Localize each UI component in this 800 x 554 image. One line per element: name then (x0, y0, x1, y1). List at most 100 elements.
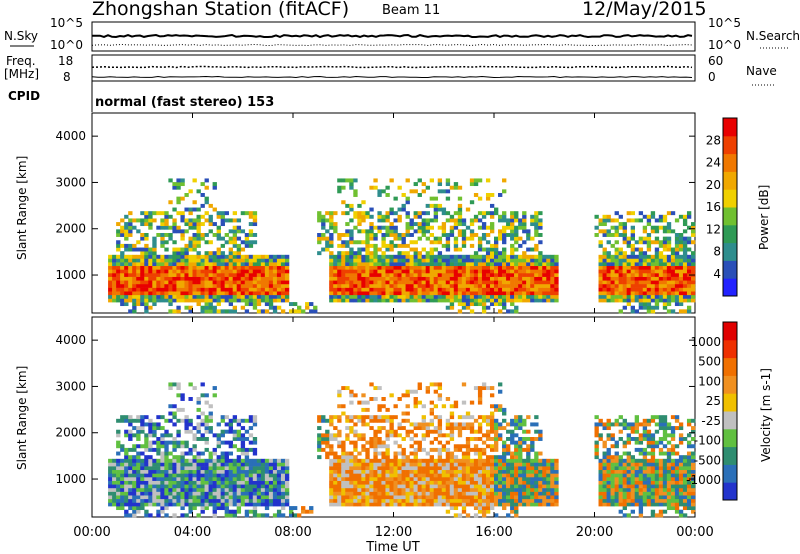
heatmap-cell (116, 502, 121, 507)
heatmap-cell (329, 422, 334, 427)
heatmap-cell (349, 393, 354, 398)
heatmap-cell (220, 294, 225, 299)
heatmap-cell (498, 273, 503, 277)
heatmap-cell (180, 280, 185, 285)
heatmap-cell (682, 262, 688, 267)
heatmap-cell (626, 240, 631, 245)
heatmap-cell (598, 262, 603, 267)
heatmap-cell (502, 480, 507, 485)
heatmap-cell (618, 214, 623, 219)
heatmap-cell (550, 473, 555, 478)
heatmap-cell (445, 218, 451, 223)
heatmap-cell (477, 236, 483, 241)
heatmap-cell (477, 178, 483, 183)
heatmap-cell (188, 291, 193, 296)
heatmap-cell (494, 469, 499, 474)
heatmap-cell (160, 462, 165, 467)
heatmap-cell (413, 240, 418, 245)
heatmap-cell (610, 495, 615, 500)
heatmap-cell (397, 298, 402, 303)
heatmap-cell (401, 262, 406, 267)
heatmap-cell (337, 498, 342, 503)
heatmap-cell (453, 283, 459, 288)
heatmap-cell (534, 487, 539, 492)
heatmap-cell (236, 455, 242, 460)
heatmap-cell (144, 218, 149, 223)
heatmap-cell (498, 487, 503, 492)
heatmap-cell (397, 276, 402, 281)
heatmap-cell (180, 178, 185, 183)
heatmap-cell (429, 254, 434, 259)
heatmap-cell (646, 291, 652, 296)
heatmap-cell (345, 415, 350, 420)
heatmap-cell (144, 222, 149, 227)
heatmap-cell (526, 429, 531, 434)
heatmap-cell (481, 291, 487, 296)
heatmap-cell (526, 477, 531, 481)
heatmap-cell (441, 466, 447, 471)
heatmap-cell (280, 309, 286, 314)
heatmap-cell (425, 451, 430, 456)
heatmap-cell (112, 462, 117, 467)
heatmap-cell (276, 294, 282, 299)
heatmap-cell (349, 451, 354, 456)
heatmap-cell (682, 291, 688, 296)
heatmap-cell (445, 466, 451, 471)
heatmap-cell (397, 426, 402, 431)
heatmap-cell (200, 484, 205, 489)
heatmap-cell (369, 415, 374, 420)
heatmap-cell (144, 487, 149, 492)
heatmap-cell (136, 415, 141, 420)
heatmap-cell (128, 229, 133, 234)
heatmap-cell (128, 506, 133, 511)
heatmap-cell (606, 276, 611, 281)
heatmap-cell (638, 305, 644, 310)
heatmap-cell (172, 229, 177, 234)
heatmap-cell (220, 283, 225, 288)
heatmap-cell (184, 484, 189, 489)
heatmap-cell (421, 283, 426, 288)
heatmap-cell (510, 458, 515, 463)
heatmap-cell (112, 294, 117, 299)
heatmap-cell (144, 302, 149, 307)
heatmap-cell (140, 211, 145, 216)
heatmap-cell (120, 495, 125, 500)
heatmap-cell (598, 229, 603, 234)
heatmap-cell (477, 487, 483, 492)
heatmap-cell (373, 484, 378, 489)
heatmap-cell (148, 273, 153, 277)
heatmap-cell (534, 477, 539, 481)
heatmap-cell (682, 309, 688, 314)
heatmap-cell (124, 447, 129, 452)
heatmap-cell (522, 462, 527, 467)
heatmap-cell (212, 273, 217, 277)
heatmap-cell (152, 502, 157, 507)
heatmap-cell (610, 291, 615, 296)
heatmap-cell (461, 458, 467, 463)
heatmap-cell (526, 291, 531, 296)
heatmap-cell (200, 258, 205, 263)
heatmap-cell (546, 265, 551, 270)
heatmap-cell (646, 262, 652, 267)
heatmap-cell (377, 229, 382, 234)
heatmap-cell (614, 283, 619, 288)
heatmap-cell (554, 487, 559, 492)
heatmap-cell (522, 283, 527, 288)
heatmap-cell (538, 473, 543, 478)
heatmap-cell (216, 291, 221, 296)
heatmap-cell (389, 393, 394, 398)
heatmap-cell (136, 276, 141, 281)
heatmap-cell (518, 415, 523, 420)
heatmap-cell (228, 426, 233, 431)
heatmap-cell (196, 437, 201, 441)
heatmap-cell (502, 294, 507, 299)
heatmap-cell (449, 506, 455, 511)
heatmap-cell (192, 462, 197, 467)
heatmap-cell (477, 283, 483, 288)
heatmap-cell (441, 189, 447, 194)
heatmap-cell (212, 280, 217, 285)
heatmap-cell (337, 404, 342, 409)
heatmap-cell (252, 473, 258, 478)
heatmap-cell (373, 495, 378, 500)
heatmap-cell (248, 477, 254, 481)
